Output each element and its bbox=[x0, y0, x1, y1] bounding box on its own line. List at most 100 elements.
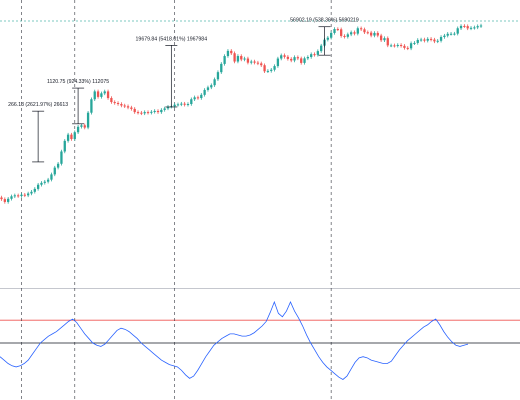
candle-body-60 bbox=[200, 94, 203, 99]
candle-body-84 bbox=[280, 55, 283, 59]
candle-body-115 bbox=[383, 38, 386, 41]
candle-body-108 bbox=[359, 28, 363, 30]
candle-body-41 bbox=[136, 112, 140, 114]
candle-body-28 bbox=[93, 91, 96, 100]
candles bbox=[0, 23, 483, 204]
candle-body-138 bbox=[459, 25, 463, 29]
candle-body-70 bbox=[233, 53, 236, 62]
candle-body-39 bbox=[130, 107, 133, 109]
candle-body-56 bbox=[186, 104, 190, 106]
candle-body-112 bbox=[373, 32, 376, 36]
candle-body-99 bbox=[330, 32, 333, 38]
candle-body-113 bbox=[376, 32, 379, 36]
candle-body-111 bbox=[369, 32, 373, 36]
candle-body-31 bbox=[103, 91, 106, 94]
candle-body-4 bbox=[13, 195, 16, 197]
candle-body-38 bbox=[126, 106, 130, 108]
candle-body-123 bbox=[409, 43, 413, 49]
candle-body-80 bbox=[266, 70, 270, 72]
candle-body-12 bbox=[40, 182, 43, 185]
candle-body-53 bbox=[176, 104, 180, 106]
cycle-lines bbox=[21, 0, 332, 400]
candle-body-77 bbox=[256, 62, 260, 64]
candle-body-20 bbox=[66, 134, 70, 141]
candle-body-19 bbox=[63, 140, 66, 152]
candle-body-124 bbox=[413, 42, 416, 44]
oscillator-bands bbox=[0, 288, 520, 344]
candle-body-91 bbox=[303, 58, 306, 63]
candle-body-66 bbox=[220, 63, 223, 73]
candle-body-63 bbox=[210, 85, 213, 88]
candle-body-90 bbox=[300, 58, 303, 63]
annotation-label-1: 1120.75 (924.33%) 112075 bbox=[47, 79, 109, 85]
candle-body-21 bbox=[70, 134, 73, 140]
candle-body-62 bbox=[206, 87, 210, 90]
candle-body-0 bbox=[0, 197, 3, 200]
candle-body-16 bbox=[53, 167, 56, 175]
candle-body-50 bbox=[166, 106, 170, 109]
candle-body-136 bbox=[453, 33, 456, 35]
candle-body-74 bbox=[246, 58, 250, 63]
candle-body-7 bbox=[23, 194, 26, 196]
candle-body-117 bbox=[389, 45, 393, 47]
candle-body-17 bbox=[56, 163, 60, 168]
candle-body-106 bbox=[353, 32, 356, 34]
annotation-label-0: 266.13 (2621.97%) 26613 bbox=[8, 102, 68, 108]
candle-body-105 bbox=[350, 32, 353, 35]
candle-body-86 bbox=[286, 56, 290, 59]
candle-body-137 bbox=[456, 28, 459, 34]
candle-body-9 bbox=[30, 191, 33, 194]
candle-body-34 bbox=[113, 102, 116, 104]
candle-body-6 bbox=[20, 194, 23, 197]
candle-body-1 bbox=[3, 199, 6, 202]
candle-body-23 bbox=[76, 126, 80, 133]
candle-body-72 bbox=[240, 56, 243, 60]
candle-body-27 bbox=[90, 99, 93, 113]
candle-body-8 bbox=[26, 193, 30, 196]
candle-body-98 bbox=[326, 37, 329, 40]
candle-body-26 bbox=[86, 112, 90, 128]
candle-body-25 bbox=[83, 125, 86, 128]
candle-body-133 bbox=[443, 35, 446, 38]
range-annotations: 266.13 (2621.97%) 26613 1120.75 (924.33%)… bbox=[8, 18, 359, 163]
candle-body-127 bbox=[423, 39, 426, 41]
candle-body-45 bbox=[150, 111, 153, 113]
candle-body-140 bbox=[466, 26, 469, 29]
candle-body-122 bbox=[406, 47, 409, 49]
candle-body-37 bbox=[123, 105, 126, 107]
candle-body-55 bbox=[183, 103, 186, 105]
candle-body-44 bbox=[146, 112, 150, 114]
candle-body-29 bbox=[96, 91, 100, 97]
candle-body-93 bbox=[310, 54, 313, 57]
candle-body-58 bbox=[193, 97, 196, 100]
candle-body-40 bbox=[133, 108, 136, 113]
candle-body-36 bbox=[120, 104, 123, 106]
candle-body-64 bbox=[213, 79, 216, 86]
candle-body-102 bbox=[340, 29, 343, 36]
candle-body-92 bbox=[306, 56, 310, 59]
candle-body-135 bbox=[449, 33, 453, 35]
candle-body-52 bbox=[173, 104, 176, 107]
candle-body-110 bbox=[366, 32, 369, 34]
candle-body-69 bbox=[230, 50, 233, 54]
candle-body-73 bbox=[243, 58, 246, 60]
candle-body-104 bbox=[346, 34, 349, 37]
candle-body-130 bbox=[433, 39, 436, 42]
candle-body-114 bbox=[379, 35, 383, 41]
candle-body-82 bbox=[273, 66, 276, 70]
candle-body-76 bbox=[253, 61, 256, 63]
candle-body-87 bbox=[290, 58, 293, 61]
candle-body-119 bbox=[396, 45, 399, 47]
candle-body-57 bbox=[190, 99, 193, 105]
annotation-label-3: 56902.19 (538.36%) 5690219 bbox=[290, 18, 359, 24]
candle-body-129 bbox=[429, 38, 433, 40]
oscillator-line bbox=[0, 300, 469, 380]
candle-body-49 bbox=[163, 108, 166, 110]
candle-body-143 bbox=[476, 26, 479, 28]
candle-body-15 bbox=[50, 174, 53, 180]
candle-body-71 bbox=[236, 56, 240, 62]
candle-body-2 bbox=[7, 198, 10, 202]
candle-body-89 bbox=[296, 57, 300, 59]
